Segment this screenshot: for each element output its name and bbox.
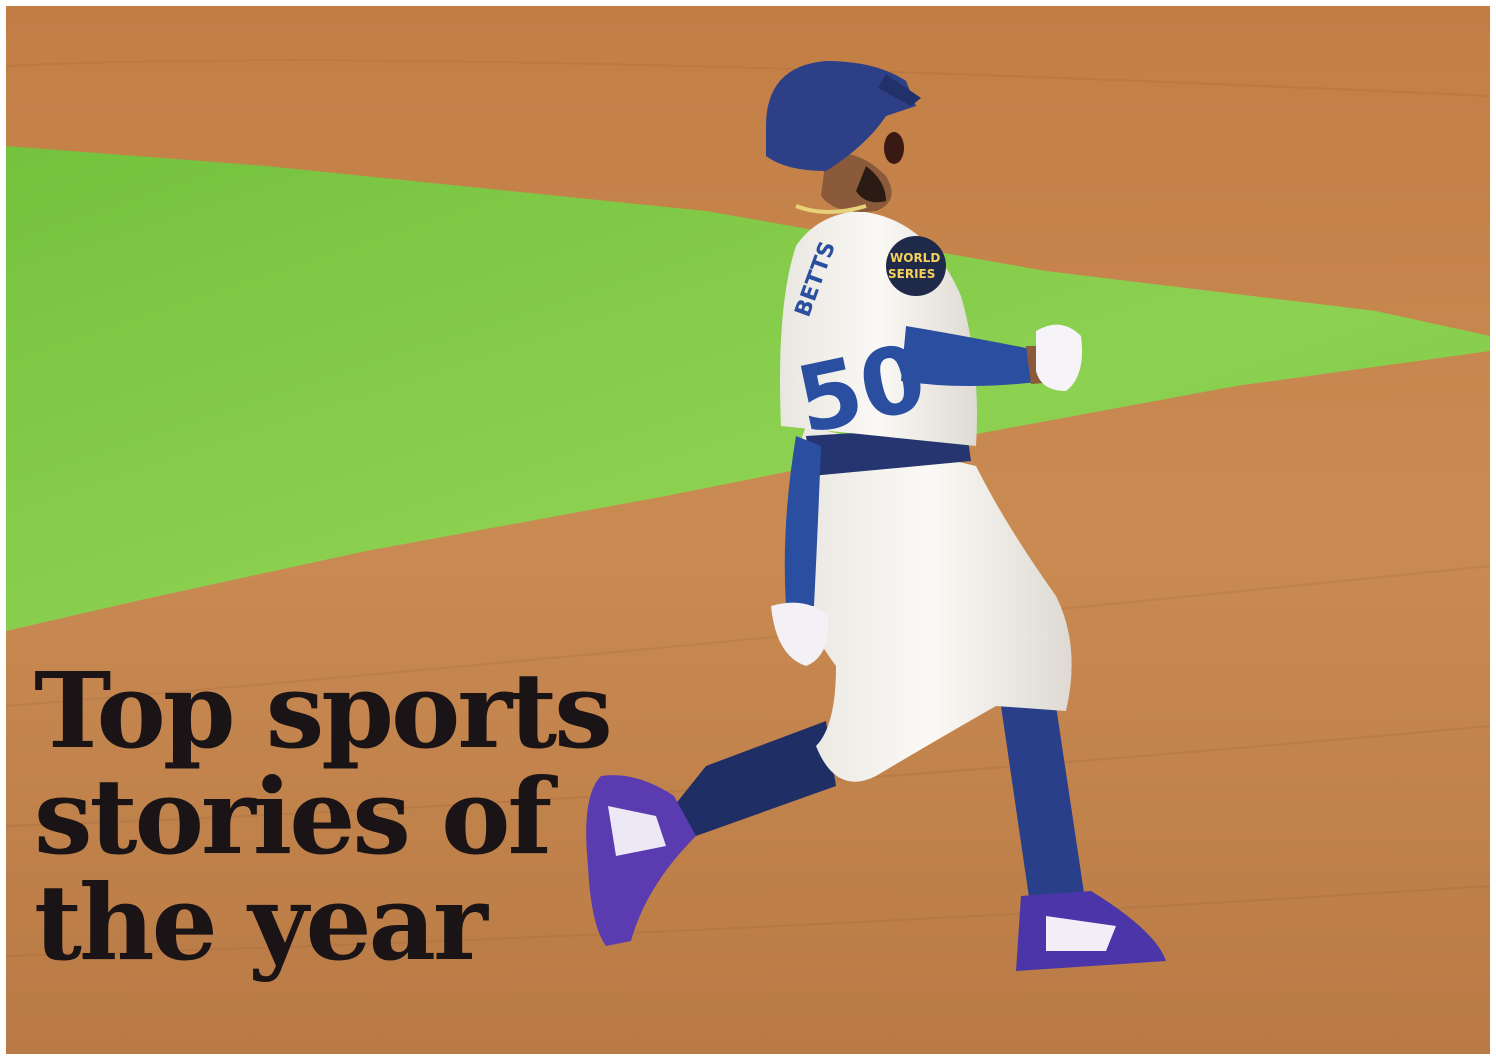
hero-photo: 50 BETTS WORLD SERIES [6,6,1490,1054]
infield-grass [6,146,1490,631]
player-figure: 50 BETTS WORLD SERIES [586,61,1166,971]
world-series-patch: WORLD SERIES [886,236,946,296]
svg-text:WORLD: WORLD [890,251,940,265]
headline-line-1: Top sports [34,649,613,772]
headline: Top sports stories of the year [34,649,613,984]
headline-line-2: stories of [34,755,552,878]
baseball-player-illustration: 50 BETTS WORLD SERIES [6,6,1490,1054]
headline-line-3: the year [34,861,488,984]
dirt-texture [6,59,1490,957]
svg-text:SERIES: SERIES [888,267,935,281]
